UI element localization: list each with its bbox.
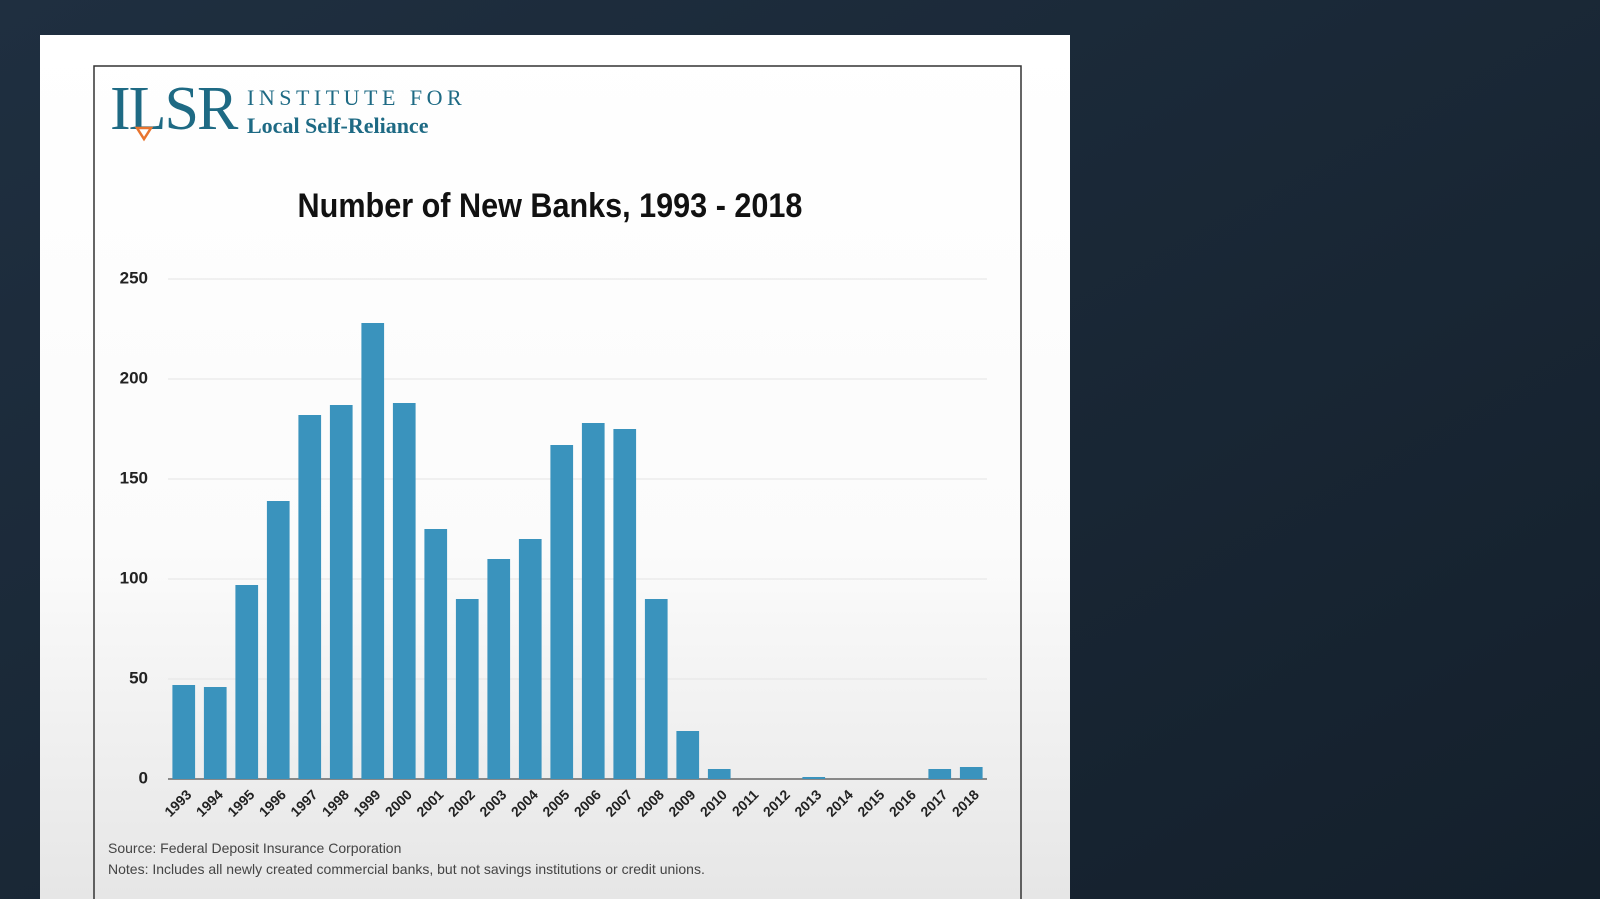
bar xyxy=(392,403,416,779)
y-tick-label: 0 xyxy=(139,768,148,787)
bar xyxy=(928,769,952,779)
bar xyxy=(329,405,353,779)
bar xyxy=(518,539,542,779)
bar xyxy=(424,529,448,779)
bar xyxy=(707,769,731,779)
bar xyxy=(550,445,574,779)
logo-line1: INSTITUTE FOR xyxy=(247,85,466,110)
bar xyxy=(235,585,259,779)
y-tick-label: 50 xyxy=(129,668,148,687)
chart-title: Number of New Banks, 1993 - 2018 xyxy=(298,187,803,225)
slide-border xyxy=(93,65,1022,899)
source-note: Source: Federal Deposit Insurance Corpor… xyxy=(108,840,401,856)
bar xyxy=(581,423,605,779)
bar xyxy=(676,731,700,779)
notes: Notes: Includes all newly created commer… xyxy=(108,861,705,877)
logo-triangle xyxy=(134,126,154,142)
bar xyxy=(455,599,479,779)
bar xyxy=(613,429,637,779)
bar xyxy=(298,415,322,779)
bar xyxy=(203,687,227,779)
bar xyxy=(959,767,983,779)
bar xyxy=(361,323,385,779)
bar xyxy=(802,777,826,779)
bar xyxy=(266,501,290,779)
y-tick-label: 250 xyxy=(120,268,148,287)
logo-mark: ILSR xyxy=(110,75,239,143)
y-tick-label: 150 xyxy=(120,468,148,487)
bar xyxy=(644,599,668,779)
logo-line2: Local Self-Reliance xyxy=(247,113,429,138)
y-tick-label: 100 xyxy=(120,568,148,587)
bar xyxy=(487,559,511,779)
bar xyxy=(172,685,196,779)
y-tick-label: 200 xyxy=(120,368,148,387)
